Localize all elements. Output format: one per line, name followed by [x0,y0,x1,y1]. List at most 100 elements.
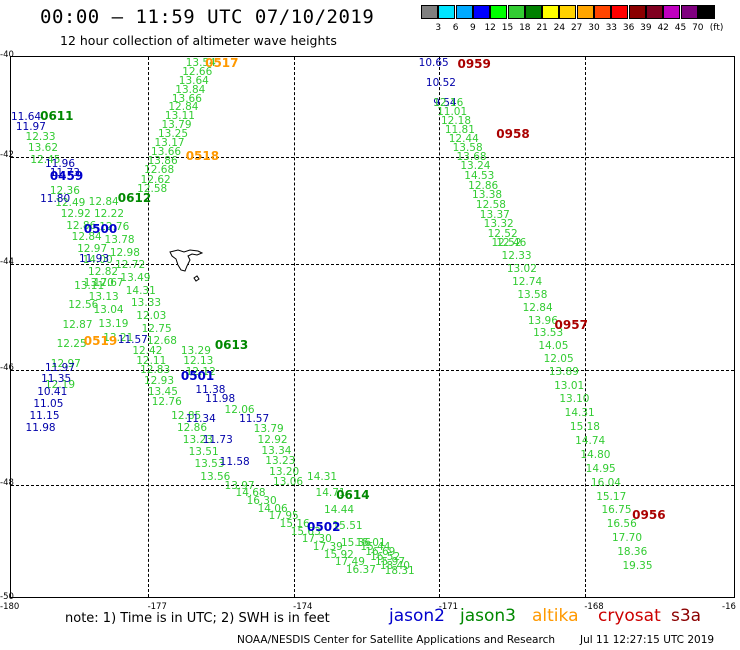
x-tick-label: -180 [0,602,20,612]
wave-height-value: 11.97 [44,361,76,374]
wave-height-value: 11.38 [195,384,226,397]
wave-height-value: 19.35 [622,559,653,572]
legend-s3a: s3a [671,606,702,626]
wave-height-value: 18.31 [384,565,415,578]
wave-height-value: 12.56 [68,299,99,312]
wave-height-value: 16.75 [601,504,632,517]
wave-height-value: 12.74 [512,276,543,289]
wave-height-value: 13.04 [93,304,124,317]
wave-height-value: 12.98 [109,246,140,259]
color-scale-label: 9 [470,23,476,33]
chart-title: 00:00 – 11:59 UTC 07/10/2019 [40,6,375,28]
wave-height-value: 12.86 [66,219,97,232]
pass-time-label: 0611 [40,109,74,123]
wave-height-value: 11.96 [44,158,76,171]
footnote: note: 1) Time is in UTC; 2) SWH is in fe… [65,611,330,626]
wave-height-value: 12.85 [171,410,202,423]
x-tick-label: -168 [584,602,604,612]
color-swatch [611,5,629,19]
x-tick-label: -16 [722,602,736,612]
gridline-lat [11,157,734,158]
wave-height-value: 16.30 [246,495,277,508]
wave-height-value: 13.64 [178,74,209,87]
wave-height-value: 12.46 [496,237,527,250]
wave-height-value: 13.11 [164,110,195,123]
credit-line: NOAA/NESDIS Center for Satellite Applica… [237,634,555,646]
wave-height-value: 12.66 [182,65,213,78]
color-scale-label: 33 [605,23,618,33]
pass-time-label: 0459 [49,168,84,183]
color-swatch [697,5,715,19]
wave-height-value: 14.53 [464,170,495,183]
wave-height-value: 13.54 [185,57,216,69]
wave-height-value: 12.82 [88,265,119,278]
wave-height-value: 10.52 [425,77,456,89]
gridline-lat [11,370,734,371]
color-scale-label: 45 [674,23,687,33]
wave-height-value: 12.84 [71,231,102,244]
wave-height-value: 12.67 [93,276,124,289]
wave-height-value: 18.40 [379,560,410,573]
wave-height-value: 15.44 [360,541,391,554]
wave-height-value: 13.45 [147,385,178,398]
color-scale-label: 24 [553,23,566,33]
wave-height-value: 14.06 [257,502,288,515]
wave-height-value: 11.05 [33,397,64,410]
wave-height-value: 12.97 [50,357,81,370]
wave-height-value: 12.84 [168,101,199,114]
wave-height-value: 12.42 [132,344,163,357]
wave-height-value: 11.98 [25,422,56,435]
wave-height-value: 13.79 [253,423,284,436]
wave-height-value: 15.01 [355,536,386,549]
wave-height-value: 15.36 [341,536,372,549]
color-scale-label: 30 [588,23,600,33]
wave-height-value: 11.34 [185,413,216,425]
wave-height-value: 10.65 [418,57,449,69]
pass-time-label: 0501 [180,369,215,384]
wave-height-value: 12.84 [522,301,553,314]
wave-height-value: 13.02 [506,263,537,276]
wave-height-value: 14.71 [315,487,346,500]
color-swatch [507,5,525,19]
wave-height-value: 12.25 [56,338,87,351]
wave-height-value: 12.87 [62,318,93,331]
wave-height-value: 12.92 [60,208,91,221]
wave-height-value: 12.45 [30,154,61,166]
pass-time-label: 0612 [117,191,152,206]
wave-height-value: 9.54 [433,97,457,109]
wave-height-value: 12.12 [185,365,216,378]
wave-height-value: 15.16 [279,518,310,531]
wave-height-value: 13.86 [147,154,178,167]
color-scale-label: 15 [501,23,514,33]
wave-height-value: 13.11 [74,279,105,292]
wave-height-value: 12.18 [440,115,472,127]
gridline-lon [439,57,440,597]
wave-height-value: 17.95 [268,510,299,523]
color-scale-label: 6 [452,23,459,33]
wave-height-value: 17.70 [611,531,643,544]
wave-height-value: 13.66 [171,92,202,105]
wave-height-value: 16.69 [365,546,396,559]
color-swatch [663,5,681,19]
wave-height-value: 12.11 [136,354,167,367]
wave-height-value: 12.86 [176,422,208,435]
wave-height-value: 12.68 [146,335,177,348]
wave-height-value: 13.32 [483,218,514,231]
wave-height-value: 13.56 [200,470,231,483]
wave-height-value: 12.68 [144,164,175,177]
color-swatch [472,5,490,19]
y-tick-label: -50 [0,592,14,602]
wave-height-value: 12.49 [55,196,86,209]
wave-height-value: 12.03 [136,309,167,322]
pass-time-label: 0956 [632,508,666,523]
wave-height-value: 11.35 [41,373,72,386]
wave-height-value: 12.58 [137,183,168,196]
wave-height-value: 16.04 [590,476,621,489]
color-scale-label: 12 [484,23,496,33]
wave-height-value: 12.52 [491,237,522,250]
wave-height-value: 11.98 [205,393,236,406]
wave-height-value: 13.51 [188,446,219,459]
wave-height-value: 13.19 [98,318,129,331]
color-swatch [628,5,646,19]
wave-height-value: 18.36 [617,545,648,558]
